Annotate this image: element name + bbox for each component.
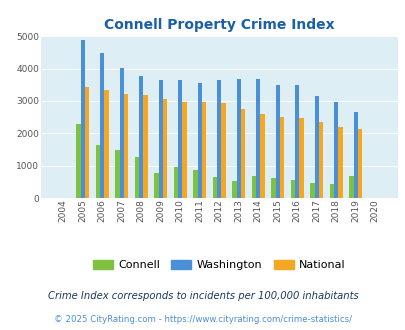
Bar <box>119 68 124 198</box>
Bar <box>348 176 353 198</box>
Bar <box>260 114 264 198</box>
Bar <box>212 177 217 198</box>
Bar <box>232 181 236 198</box>
Bar <box>251 176 256 198</box>
Bar <box>81 40 85 198</box>
Bar <box>236 79 240 198</box>
Bar <box>318 122 322 198</box>
Bar <box>217 80 221 198</box>
Title: Connell Property Crime Index: Connell Property Crime Index <box>104 18 334 32</box>
Bar <box>309 183 314 198</box>
Bar <box>298 118 303 198</box>
Bar <box>294 85 298 198</box>
Bar <box>353 112 357 198</box>
Bar <box>221 103 225 198</box>
Bar <box>240 109 245 198</box>
Bar <box>173 167 178 198</box>
Legend: Connell, Washington, National: Connell, Washington, National <box>88 255 350 275</box>
Bar <box>182 102 186 198</box>
Bar <box>178 80 182 198</box>
Bar <box>124 93 128 198</box>
Bar <box>85 87 89 198</box>
Bar <box>271 178 275 198</box>
Bar <box>329 184 333 198</box>
Bar <box>139 77 143 198</box>
Text: © 2025 CityRating.com - https://www.cityrating.com/crime-statistics/: © 2025 CityRating.com - https://www.city… <box>54 315 351 324</box>
Bar <box>134 157 139 198</box>
Bar <box>115 150 119 198</box>
Bar <box>193 170 197 198</box>
Bar <box>337 126 342 198</box>
Bar <box>197 83 201 198</box>
Bar <box>357 129 361 198</box>
Bar <box>158 80 162 198</box>
Bar <box>275 85 279 198</box>
Bar <box>143 94 147 198</box>
Bar <box>314 96 318 198</box>
Bar <box>100 53 104 198</box>
Bar <box>279 117 283 198</box>
Bar <box>256 79 260 198</box>
Bar <box>201 102 206 198</box>
Bar <box>104 90 109 198</box>
Bar <box>333 102 337 198</box>
Bar <box>96 145 100 198</box>
Bar <box>76 124 81 198</box>
Bar <box>290 180 294 198</box>
Text: Crime Index corresponds to incidents per 100,000 inhabitants: Crime Index corresponds to incidents per… <box>47 291 358 301</box>
Bar <box>154 174 158 198</box>
Bar <box>162 99 167 198</box>
